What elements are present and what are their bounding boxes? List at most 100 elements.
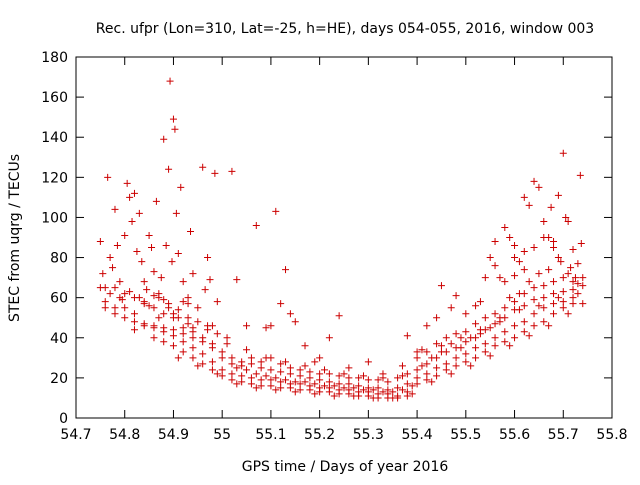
y-axis-label: STEC from uqrg / TECUs [7,154,23,322]
data-point [104,173,112,181]
data-point [189,270,197,278]
data-point [491,334,499,342]
x-tick-label: 55 [213,427,231,443]
data-point [306,374,314,382]
data-point [316,370,324,378]
data-point [540,294,548,302]
data-point [506,294,514,302]
data-point [569,300,577,308]
data-point [437,342,445,350]
data-point [540,217,548,225]
data-point [433,372,441,380]
data-point [515,306,523,314]
data-point [501,328,509,336]
data-point [325,334,333,342]
data-point [364,376,372,384]
data-point [169,314,177,322]
data-point [554,254,562,262]
x-tick-label: 54.7 [60,427,91,443]
data-point [579,300,587,308]
data-point [335,390,343,398]
data-point [486,352,494,360]
data-point [160,338,168,346]
data-point [177,183,185,191]
data-point [238,378,246,386]
data-point [452,330,460,338]
data-point [530,177,538,185]
data-point [569,246,577,254]
data-point [501,338,509,346]
data-point [472,354,480,362]
data-point [325,388,333,396]
data-point [160,310,168,318]
data-point [121,314,129,322]
data-point [554,294,562,302]
data-point [257,358,265,366]
data-point [389,388,397,396]
data-point [257,376,265,384]
data-point [157,274,165,282]
data-point [150,324,158,332]
data-point [228,167,236,175]
data-point [550,244,558,252]
data-point [111,310,119,318]
data-point [169,115,177,123]
data-point [520,193,528,201]
data-point [194,318,202,326]
data-point [267,382,275,390]
data-point [208,366,216,374]
data-point [433,340,441,348]
data-point [228,376,236,384]
data-point [243,366,251,374]
data-point [472,320,480,328]
data-point [394,384,402,392]
data-point [168,258,176,266]
data-point [511,322,519,330]
data-point [554,191,562,199]
data-point [140,322,148,330]
data-point [335,312,343,320]
data-point [247,360,255,368]
data-point [423,370,431,378]
data-point [511,298,519,306]
data-point [520,302,528,310]
data-point [179,348,187,356]
plot-frame [75,56,613,419]
data-point [252,384,260,392]
y-tick-label: 120 [41,170,68,186]
data-point [179,338,187,346]
data-point [160,135,168,143]
data-point [306,386,314,394]
data-point [133,248,141,256]
y-tick-label: 140 [41,130,68,146]
data-point [140,278,148,286]
data-point [515,258,523,266]
data-point [379,374,387,382]
data-point [238,372,246,380]
data-point [481,340,489,348]
data-point [208,358,216,366]
data-point [113,242,121,250]
data-point [316,388,324,396]
data-point [262,372,270,380]
data-point [128,217,136,225]
data-point [277,378,285,386]
data-point [106,254,114,262]
x-tick-label: 55.8 [596,427,627,443]
data-point [213,330,221,338]
data-point [550,300,558,308]
data-point [413,366,421,374]
data-point [345,380,353,388]
data-point [520,266,528,274]
data-point [345,374,353,382]
data-point [481,274,489,282]
data-point [447,340,455,348]
data-point [296,386,304,394]
data-point [398,386,406,394]
data-point [540,304,548,312]
data-point [172,209,180,217]
data-point [413,380,421,388]
data-point [174,250,182,258]
data-point [364,392,372,400]
